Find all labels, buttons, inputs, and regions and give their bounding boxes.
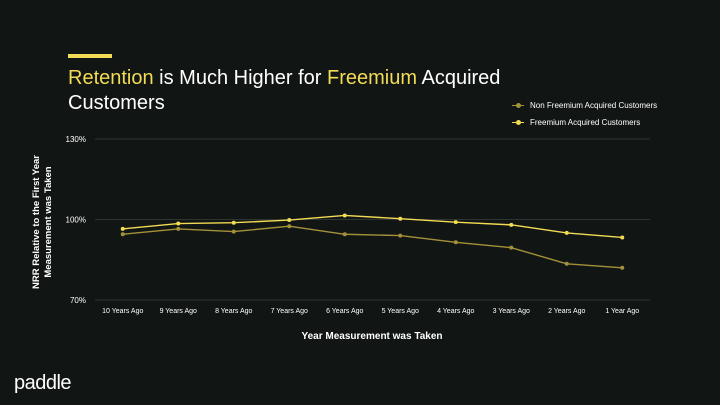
- title-accent-bar: [68, 54, 112, 58]
- legend-swatch-freemium: [512, 119, 524, 127]
- y-tick-label-100: 100%: [66, 216, 86, 225]
- legend-swatch-non-freemium: [512, 102, 524, 110]
- data-point-s0-8: [564, 261, 569, 266]
- data-point-s1-9: [620, 235, 625, 240]
- data-point-s0-5: [398, 233, 403, 238]
- x-tick-label-9: 1 Year Ago: [605, 308, 639, 315]
- data-point-s1-4: [342, 213, 347, 218]
- x-tick-label-8: 2 Years Ago: [548, 308, 585, 315]
- title-text-end: Acquired Customers: [68, 67, 501, 114]
- title-text-middle: is Much Higher for: [153, 67, 328, 89]
- legend-item-non-freemium: Non Freemium Acquired Customers: [512, 97, 657, 114]
- data-point-s0-6: [453, 240, 458, 245]
- paddle-logo: paddle: [14, 372, 72, 394]
- data-point-s0-3: [287, 224, 292, 229]
- legend-item-freemium: Freemium Acquired Customers: [512, 114, 657, 131]
- legend-label-freemium: Freemium Acquired Customers: [530, 118, 641, 127]
- legend-label-non-freemium: Non Freemium Acquired Customers: [530, 101, 658, 110]
- data-point-s0-1: [176, 226, 181, 231]
- data-point-s1-8: [564, 230, 569, 235]
- data-point-s0-4: [342, 232, 347, 237]
- title-highlight-retention: Retention: [68, 67, 154, 89]
- x-tick-label-0: 10 Years Ago: [102, 308, 143, 315]
- data-point-s1-5: [398, 216, 403, 221]
- data-point-s0-9: [620, 265, 625, 270]
- data-point-s0-7: [509, 245, 514, 250]
- x-tick-label-2: 8 Years Ago: [215, 308, 252, 315]
- data-point-s1-0: [120, 226, 125, 231]
- data-point-s0-0: [120, 232, 125, 237]
- x-tick-label-5: 5 Years Ago: [382, 308, 419, 315]
- data-point-s1-6: [453, 220, 458, 225]
- y-tick-label-130: 130%: [66, 135, 86, 144]
- x-tick-label-3: 7 Years Ago: [271, 308, 308, 315]
- x-axis-title: Year Measurement was Taken: [301, 331, 443, 342]
- data-point-s1-3: [287, 218, 292, 223]
- x-tick-label-6: 4 Years Ago: [437, 308, 474, 315]
- series-line-1: [122, 214, 623, 239]
- series-line-0: [122, 225, 623, 269]
- data-point-s0-2: [231, 229, 236, 234]
- data-point-s1-7: [509, 222, 514, 227]
- y-tick-label-70: 70%: [70, 296, 86, 305]
- data-point-s1-1: [176, 221, 181, 226]
- data-point-s1-2: [231, 220, 236, 225]
- title-highlight-freemium: Freemium: [327, 67, 418, 89]
- x-tick-label-1: 9 Years Ago: [160, 308, 197, 315]
- x-tick-label-4: 6 Years Ago: [326, 308, 363, 315]
- x-tick-label-7: 3 Years Ago: [493, 308, 530, 315]
- slide-title: Retention is Much Higher for Freemium Ac…: [68, 66, 508, 116]
- chart-legend: Non Freemium Acquired Customers Freemium…: [512, 97, 657, 131]
